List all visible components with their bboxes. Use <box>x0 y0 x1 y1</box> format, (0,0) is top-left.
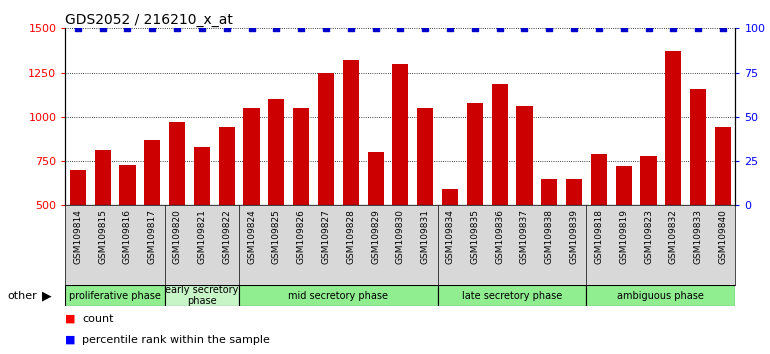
Text: late secretory phase: late secretory phase <box>462 291 562 301</box>
Bar <box>616 166 631 294</box>
Text: ■: ■ <box>65 335 76 345</box>
Text: other: other <box>8 291 38 301</box>
Text: GSM109818: GSM109818 <box>594 209 604 264</box>
Text: GSM109819: GSM109819 <box>619 209 628 264</box>
Text: ▶: ▶ <box>42 289 52 302</box>
Text: GSM109831: GSM109831 <box>420 209 430 264</box>
Bar <box>165 285 239 306</box>
Text: GSM109817: GSM109817 <box>148 209 157 264</box>
Text: GSM109839: GSM109839 <box>570 209 578 264</box>
Text: proliferative phase: proliferative phase <box>69 291 161 301</box>
Text: percentile rank within the sample: percentile rank within the sample <box>82 335 270 345</box>
Point <box>72 25 84 31</box>
Text: GSM109837: GSM109837 <box>520 209 529 264</box>
Point <box>543 25 555 31</box>
Bar <box>437 285 587 306</box>
Point <box>146 25 159 31</box>
Text: GSM109840: GSM109840 <box>718 209 728 264</box>
Point <box>394 25 407 31</box>
Point <box>96 25 109 31</box>
Bar <box>393 64 408 294</box>
Point <box>469 25 481 31</box>
Bar <box>169 122 185 294</box>
Text: early secretory
phase: early secretory phase <box>166 285 239 307</box>
Point <box>196 25 208 31</box>
Point <box>171 25 183 31</box>
Text: GSM109836: GSM109836 <box>495 209 504 264</box>
Point <box>618 25 630 31</box>
Bar <box>243 108 259 294</box>
Bar <box>541 179 557 294</box>
Point <box>345 25 357 31</box>
Point <box>246 25 258 31</box>
Point <box>295 25 307 31</box>
Bar <box>467 103 483 294</box>
Bar <box>343 60 359 294</box>
Bar <box>587 285 735 306</box>
Text: GSM109834: GSM109834 <box>446 209 454 264</box>
Bar <box>95 150 111 294</box>
Text: GSM109814: GSM109814 <box>73 209 82 264</box>
Bar <box>70 170 86 294</box>
Text: GSM109827: GSM109827 <box>321 209 330 264</box>
Point <box>642 25 654 31</box>
Bar <box>442 189 458 294</box>
Text: GSM109832: GSM109832 <box>669 209 678 264</box>
Text: GSM109822: GSM109822 <box>223 209 231 264</box>
Point <box>419 25 431 31</box>
Point <box>320 25 332 31</box>
Point <box>122 25 134 31</box>
Text: GSM109826: GSM109826 <box>296 209 306 264</box>
Text: GSM109828: GSM109828 <box>346 209 355 264</box>
Text: GSM109825: GSM109825 <box>272 209 281 264</box>
Text: ambiguous phase: ambiguous phase <box>618 291 705 301</box>
Text: ■: ■ <box>65 314 76 324</box>
Point <box>494 25 506 31</box>
Text: count: count <box>82 314 114 324</box>
Point <box>692 25 705 31</box>
Text: GSM109829: GSM109829 <box>371 209 380 264</box>
Bar <box>417 108 434 294</box>
Text: GSM109823: GSM109823 <box>644 209 653 264</box>
Text: mid secretory phase: mid secretory phase <box>289 291 388 301</box>
Point <box>444 25 456 31</box>
Bar <box>65 285 165 306</box>
Point <box>370 25 382 31</box>
Bar <box>268 99 284 294</box>
Bar <box>194 147 210 294</box>
Bar <box>219 127 235 294</box>
Bar <box>591 154 607 294</box>
Bar <box>491 84 507 294</box>
Point <box>220 25 233 31</box>
Bar <box>665 51 681 294</box>
Bar <box>517 106 533 294</box>
Text: GSM109815: GSM109815 <box>98 209 107 264</box>
Text: GDS2052 / 216210_x_at: GDS2052 / 216210_x_at <box>65 13 233 27</box>
Bar <box>690 90 706 294</box>
Bar <box>293 108 310 294</box>
Point <box>518 25 531 31</box>
Point <box>717 25 729 31</box>
Text: GSM109821: GSM109821 <box>197 209 206 264</box>
Point <box>667 25 679 31</box>
Bar <box>239 285 437 306</box>
Bar <box>715 127 731 294</box>
Bar <box>641 156 657 294</box>
Text: GSM109816: GSM109816 <box>123 209 132 264</box>
Text: GSM109838: GSM109838 <box>544 209 554 264</box>
Point <box>593 25 605 31</box>
Text: GSM109820: GSM109820 <box>172 209 182 264</box>
Text: GSM109824: GSM109824 <box>247 209 256 264</box>
Text: GSM109830: GSM109830 <box>396 209 405 264</box>
Text: GSM109833: GSM109833 <box>694 209 703 264</box>
Bar <box>367 152 383 294</box>
Text: GSM109835: GSM109835 <box>470 209 480 264</box>
Point <box>568 25 581 31</box>
Point <box>270 25 283 31</box>
Bar <box>318 73 334 294</box>
Bar <box>144 140 160 294</box>
Bar <box>566 179 582 294</box>
Bar <box>119 165 136 294</box>
